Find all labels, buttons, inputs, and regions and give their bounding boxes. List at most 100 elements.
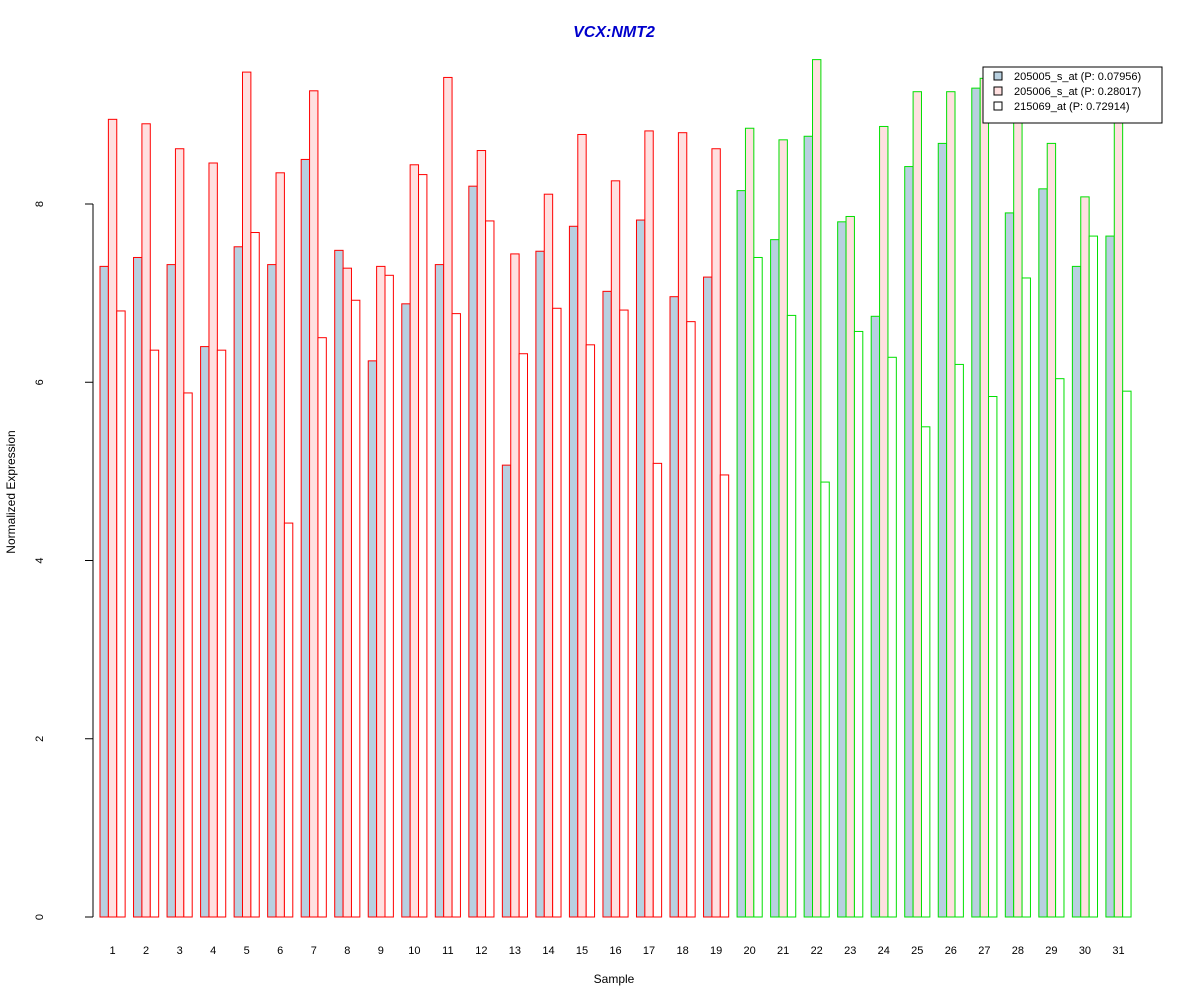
legend-box [982, 66, 1163, 124]
bar-sample-20-series-1 [736, 190, 746, 918]
x-tick-label: 29 [1045, 945, 1057, 957]
x-tick-label: 21 [777, 945, 789, 957]
chart-title: VCX:NMT2 [573, 24, 655, 41]
bar-sample-4-series-2 [208, 162, 218, 918]
bar-sample-4-series-3 [216, 349, 227, 918]
bar-sample-21-series-2 [778, 139, 788, 918]
bar-sample-12-series-2 [476, 150, 487, 918]
bar-sample-6-series-3 [283, 522, 294, 918]
x-tick-label: 8 [344, 945, 350, 957]
bar-sample-1-series-1 [99, 265, 109, 918]
bar-sample-12-series-3 [485, 220, 495, 918]
bar-sample-21-series-3 [786, 314, 797, 918]
bar-sample-16-series-1 [602, 290, 612, 918]
bar-sample-19-series-3 [719, 474, 730, 918]
bar-sample-24-series-3 [887, 356, 897, 918]
bar-sample-25-series-3 [920, 426, 931, 918]
x-tick-label: 26 [945, 945, 957, 957]
bar-sample-9-series-3 [384, 274, 394, 918]
bar-sample-5-series-1 [233, 246, 243, 918]
bar-sample-17-series-2 [644, 130, 654, 918]
legend-swatch [993, 86, 1003, 96]
bar-sample-6-series-2 [275, 172, 285, 918]
bar-sample-29-series-2 [1046, 142, 1057, 918]
x-tick-label: 11 [442, 945, 453, 957]
x-tick-label: 1 [110, 945, 116, 957]
bar-sample-17-series-3 [652, 462, 663, 918]
x-tick-label: 28 [1012, 945, 1024, 957]
bar-sample-19-series-1 [703, 276, 713, 918]
x-tick-label: 15 [576, 945, 588, 957]
bar-sample-5-series-2 [242, 71, 252, 918]
bar-sample-15-series-2 [577, 133, 587, 918]
x-tick-label: 25 [911, 945, 923, 957]
bar-sample-8-series-1 [334, 249, 344, 918]
bar-sample-4-series-1 [200, 346, 210, 918]
bar-sample-28-series-2 [1013, 96, 1023, 918]
bar-sample-8-series-3 [350, 299, 361, 918]
bar-sample-26-series-3 [954, 363, 964, 918]
bar-sample-26-series-2 [946, 91, 956, 918]
x-tick-label: 9 [378, 945, 384, 957]
y-tick-label: 0 [34, 914, 46, 920]
bar-sample-10-series-2 [409, 164, 420, 918]
y-axis-label: Normalized Expression [4, 430, 18, 553]
bar-sample-31-series-2 [1113, 96, 1124, 918]
bar-sample-27-series-2 [979, 77, 990, 918]
bar-sample-20-series-2 [744, 127, 755, 918]
bar-sample-18-series-3 [686, 321, 696, 918]
y-tick-label: 4 [34, 557, 46, 563]
bar-sample-22-series-2 [812, 59, 822, 918]
bar-sample-13-series-3 [518, 353, 528, 918]
y-axis: 0 2 4 6 8 [34, 201, 94, 920]
bar-sample-7-series-1 [300, 158, 311, 918]
x-tick-label: 20 [744, 945, 756, 957]
bar-sample-6-series-1 [267, 264, 277, 918]
bar-sample-7-series-3 [317, 337, 327, 918]
bar-sample-7-series-2 [309, 90, 319, 918]
bar-sample-17-series-1 [635, 219, 646, 918]
bar-sample-18-series-2 [677, 132, 688, 918]
bar-sample-28-series-1 [1004, 212, 1015, 918]
bar-sample-27-series-1 [971, 87, 981, 918]
bar-sample-30-series-2 [1080, 196, 1090, 918]
bar-sample-25-series-1 [904, 166, 914, 918]
bar-sample-15-series-1 [568, 225, 579, 918]
x-tick-label: 18 [676, 945, 688, 957]
bar-sample-30-series-3 [1088, 235, 1099, 918]
x-tick-label: 13 [509, 945, 521, 957]
x-tick-label: 3 [177, 945, 183, 957]
bar-sample-1-series-3 [116, 310, 126, 918]
bar-sample-24-series-1 [870, 315, 881, 918]
bar-sample-21-series-1 [770, 239, 780, 918]
legend-entry: 205006_s_at (P: 0.28017) [1014, 86, 1141, 98]
bar-sample-11-series-3 [451, 313, 461, 918]
bar-sample-22-series-1 [803, 135, 814, 918]
bar-sample-10-series-3 [418, 174, 428, 918]
bar-sample-24-series-2 [879, 125, 889, 918]
bar-sample-23-series-2 [845, 215, 855, 918]
bar-sample-2-series-1 [133, 256, 143, 918]
x-tick-label: 14 [542, 945, 554, 957]
bar-sample-13-series-2 [510, 253, 520, 918]
bar-sample-30-series-1 [1071, 265, 1082, 918]
x-tick-label: 31 [1112, 945, 1124, 957]
bars [99, 59, 1132, 918]
bar-sample-27-series-3 [988, 396, 998, 918]
legend: 205005_s_at (P: 0.07956) 205006_s_at (P: … [982, 66, 1163, 124]
x-tick-label: 4 [210, 945, 216, 957]
x-tick-label: 10 [408, 945, 420, 957]
bar-sample-28-series-3 [1021, 277, 1031, 918]
bar-sample-10-series-1 [401, 303, 411, 918]
bar-sample-8-series-2 [342, 267, 352, 918]
bar-sample-26-series-1 [937, 142, 948, 918]
legend-entry: 215069_at (P: 0.72914) [1014, 101, 1130, 113]
bar-sample-14-series-1 [535, 250, 545, 918]
legend-swatch [993, 71, 1003, 81]
bar-sample-22-series-3 [820, 481, 830, 918]
y-tick-label: 2 [34, 736, 46, 742]
bar-sample-29-series-3 [1055, 378, 1065, 918]
bar-sample-3-series-1 [166, 264, 176, 918]
x-tick-label: 2 [143, 945, 149, 957]
